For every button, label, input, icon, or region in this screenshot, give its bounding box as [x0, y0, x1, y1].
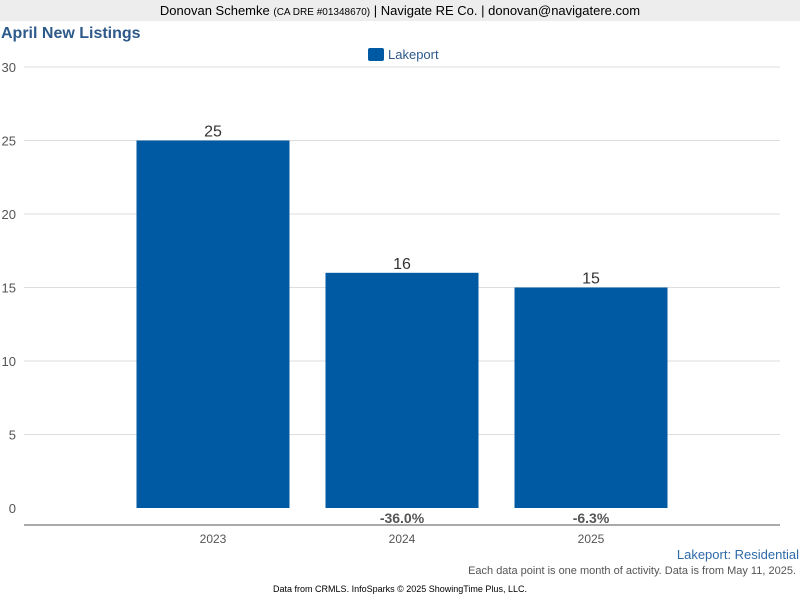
- value-label: 16: [393, 256, 411, 273]
- chart-title: April New Listings: [1, 25, 141, 42]
- change-label: -6.3%: [573, 510, 610, 526]
- legend-swatch: [368, 47, 384, 61]
- change-label: -36.0%: [380, 510, 425, 526]
- data-note: Each data point is one month of activity…: [468, 565, 796, 577]
- legend-label: Lakeport: [388, 46, 439, 62]
- x-tick-label: 2025: [578, 532, 605, 546]
- value-label: 25: [204, 124, 222, 141]
- x-tick-label: 2024: [389, 532, 416, 546]
- value-label: 15: [582, 271, 600, 288]
- y-tick-label: 30: [2, 60, 16, 75]
- chart-subtitle: Lakeport: Residential: [676, 547, 799, 562]
- bar-2025: [514, 287, 668, 508]
- y-tick-label: 0: [9, 501, 16, 516]
- bar-2024: [325, 272, 479, 508]
- y-tick-label: 10: [2, 354, 16, 369]
- agent-license: (CA DRE #01348670): [273, 7, 371, 18]
- bar-chart: 05101520253025202316-36.0%202415-6.3%202…: [2, 60, 780, 546]
- y-tick-label: 15: [2, 281, 16, 296]
- y-tick-label: 25: [2, 134, 16, 149]
- y-tick-label: 5: [9, 428, 16, 443]
- agent-header: Donovan Schemke (CA DRE #01348670) | Nav…: [0, 0, 800, 21]
- y-tick-label: 20: [2, 207, 16, 222]
- chart-legend[interactable]: Lakeport: [368, 46, 439, 62]
- agent-contact: | Navigate RE Co. | donovan@navigatere.c…: [373, 3, 641, 18]
- bar-2023: [136, 140, 290, 508]
- footer-credit: Data from CRMLS. InfoSparks © 2025 Showi…: [273, 584, 527, 594]
- x-tick-label: 2023: [200, 532, 227, 546]
- agent-name: Donovan Schemke: [159, 3, 270, 18]
